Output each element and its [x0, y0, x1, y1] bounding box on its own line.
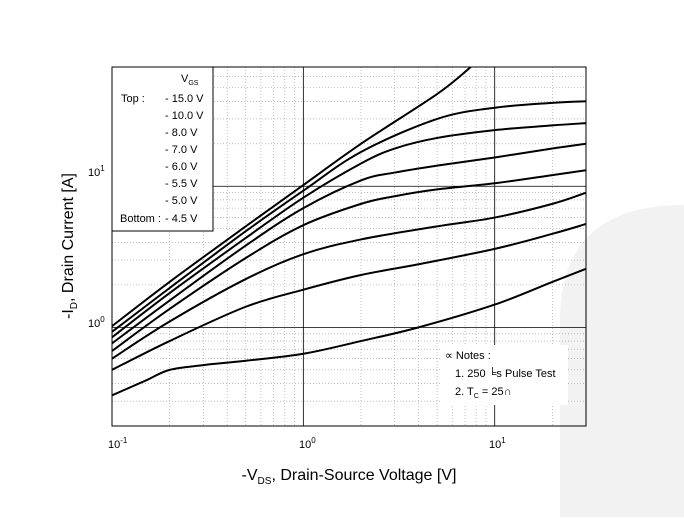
- notes-background: [440, 345, 568, 405]
- x-tick-label: 101: [489, 436, 506, 451]
- legend-entry: - 7.0 V: [165, 144, 198, 156]
- watermark-shape: [560, 205, 684, 517]
- x-tick-label: 100: [299, 436, 316, 451]
- legend-bottom-label: Bottom :: [120, 213, 161, 225]
- series-line: [112, 100, 586, 333]
- series-layer: [112, 67, 586, 397]
- x-tick-label: 10-1: [108, 436, 128, 451]
- legend-entry: - 5.5 V: [165, 178, 198, 190]
- notes-line-2: 2. TC = 25∩: [455, 386, 512, 400]
- y-axis-title: -ID, Drain Current [A]: [60, 173, 80, 319]
- legend: VGS Top : - 15.0 V - 10.0 V - 8.0 V - 7.…: [111, 66, 214, 232]
- series-line: [112, 191, 586, 360]
- y-tick-label: 100: [88, 315, 105, 330]
- notes-annotation: ∝ Notes : 1. 250 ╘s Pulse Test 2. TC = 2…: [440, 345, 568, 405]
- notes-line-1: 1. 250 ╘s Pulse Test: [455, 366, 556, 380]
- series-line: [112, 223, 586, 371]
- legend-entry: - 6.0 V: [165, 161, 198, 173]
- x-axis-title: -VDS, Drain-Source Voltage [V]: [242, 467, 457, 487]
- legend-top-label: Top :: [121, 93, 145, 105]
- legend-header: VGS: [181, 73, 199, 87]
- y-tick-label: 101: [88, 164, 105, 179]
- series-line: [112, 67, 472, 327]
- series-line: [112, 169, 586, 352]
- legend-entry: - 4.5 V: [165, 213, 198, 225]
- legend-entry: - 15.0 V: [165, 93, 204, 105]
- legend-entry: - 10.0 V: [165, 110, 204, 122]
- legend-entry: - 8.0 V: [165, 127, 198, 139]
- series-line: [112, 267, 586, 397]
- legend-box: [111, 66, 214, 232]
- legend-entry: - 5.0 V: [165, 195, 198, 207]
- series-line: [112, 122, 586, 339]
- notes-header: ∝ Notes :: [445, 350, 491, 362]
- series-line: [112, 142, 586, 345]
- plot-frame: [111, 66, 587, 427]
